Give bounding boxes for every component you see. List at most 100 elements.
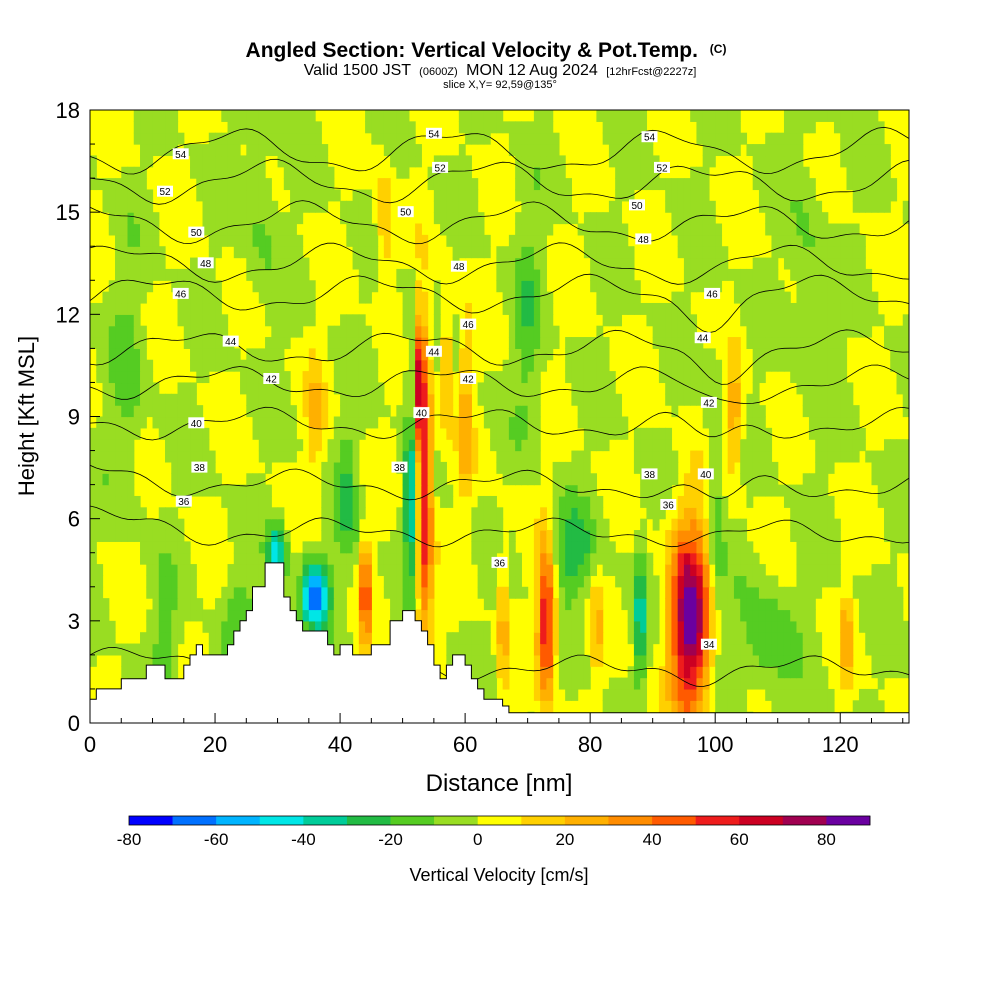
- velocity-cell: [340, 620, 347, 633]
- velocity-cell: [102, 632, 110, 645]
- velocity-cell: [615, 144, 623, 157]
- velocity-cell: [427, 484, 435, 497]
- velocity-cell: [808, 654, 816, 667]
- velocity-cell: [202, 223, 210, 236]
- velocity-cell: [402, 144, 410, 157]
- velocity-cell: [165, 405, 172, 418]
- velocity-cell: [690, 586, 698, 599]
- contour-label: 38: [391, 461, 408, 474]
- velocity-cell: [633, 643, 641, 656]
- velocity-cell: [115, 325, 122, 338]
- velocity-cell: [708, 110, 716, 122]
- velocity-cell: [271, 223, 279, 236]
- velocity-cell: [465, 393, 472, 406]
- velocity-cell: [483, 371, 491, 384]
- velocity-cell: [540, 121, 547, 134]
- velocity-cell: [883, 575, 891, 588]
- velocity-cell: [427, 178, 435, 191]
- velocity-cell: [165, 541, 172, 554]
- velocity-cell: [683, 518, 691, 531]
- contour-label-text: 38: [644, 470, 656, 481]
- velocity-cell: [490, 382, 497, 395]
- velocity-cell: [640, 439, 648, 452]
- velocity-cell: [802, 666, 810, 679]
- velocity-cell: [108, 200, 116, 213]
- velocity-cell: [240, 155, 247, 168]
- velocity-cell: [421, 620, 429, 633]
- velocity-cell: [233, 223, 241, 236]
- velocity-cell: [877, 178, 885, 191]
- velocity-cell: [833, 518, 841, 531]
- velocity-cell: [483, 382, 491, 395]
- velocity-cell: [708, 257, 716, 270]
- velocity-cell: [358, 291, 366, 304]
- velocity-cell: [796, 280, 804, 293]
- velocity-cell: [121, 223, 129, 236]
- velocity-cell: [421, 393, 429, 406]
- velocity-cell: [521, 439, 529, 452]
- velocity-cell: [858, 155, 866, 168]
- velocity-cell: [133, 518, 141, 531]
- velocity-cell: [715, 484, 723, 497]
- velocity-cell: [146, 359, 154, 372]
- velocity-cell: [802, 518, 810, 531]
- velocity-cell: [590, 473, 597, 486]
- velocity-cell: [715, 223, 723, 236]
- velocity-cell: [471, 178, 479, 191]
- velocity-cell: [633, 598, 641, 611]
- velocity-cell: [540, 200, 547, 213]
- velocity-cell: [127, 405, 135, 418]
- velocity-cell: [583, 439, 591, 452]
- velocity-cell: [796, 541, 804, 554]
- colorbar-swatch: [608, 816, 653, 825]
- velocity-cell: [758, 189, 766, 202]
- velocity-cell: [333, 598, 341, 611]
- velocity-cell: [558, 484, 566, 497]
- velocity-cell: [290, 144, 297, 157]
- velocity-cell: [796, 200, 804, 213]
- velocity-cell: [652, 620, 660, 633]
- velocity-cell: [227, 564, 235, 577]
- velocity-cell: [321, 484, 329, 497]
- velocity-cell: [746, 337, 754, 349]
- velocity-cell: [696, 257, 704, 270]
- velocity-cell: [777, 348, 785, 361]
- velocity-cell: [308, 586, 316, 599]
- velocity-cell: [521, 405, 529, 418]
- velocity-cell: [408, 325, 416, 338]
- velocity-cell: [115, 405, 122, 418]
- velocity-cell: [721, 144, 729, 157]
- velocity-cell: [583, 586, 591, 599]
- velocity-cell: [421, 291, 429, 304]
- velocity-cell: [102, 178, 110, 191]
- velocity-cell: [358, 359, 366, 372]
- velocity-cell: [108, 427, 116, 440]
- velocity-cell: [465, 200, 472, 213]
- velocity-cell: [815, 439, 823, 452]
- velocity-cell: [158, 598, 166, 611]
- velocity-cell: [571, 632, 579, 645]
- velocity-cell: [171, 609, 179, 622]
- velocity-cell: [102, 337, 110, 349]
- velocity-cell: [665, 325, 673, 338]
- velocity-cell: [483, 530, 491, 542]
- velocity-cell: [740, 439, 748, 452]
- velocity-cell: [215, 200, 222, 213]
- velocity-cell: [765, 450, 773, 463]
- velocity-cell: [396, 507, 404, 520]
- velocity-cell: [721, 564, 729, 577]
- velocity-cell: [727, 132, 735, 145]
- velocity-cell: [627, 178, 635, 191]
- velocity-cell: [715, 393, 723, 406]
- velocity-cell: [715, 666, 723, 679]
- velocity-cell: [171, 450, 179, 463]
- velocity-cell: [783, 484, 791, 497]
- velocity-cell: [790, 268, 798, 281]
- velocity-cell: [340, 393, 347, 406]
- velocity-cell: [677, 541, 685, 554]
- velocity-cell: [796, 144, 804, 157]
- velocity-cell: [608, 393, 616, 406]
- velocity-cell: [352, 348, 360, 361]
- velocity-cell: [615, 121, 623, 134]
- velocity-cell: [458, 178, 466, 191]
